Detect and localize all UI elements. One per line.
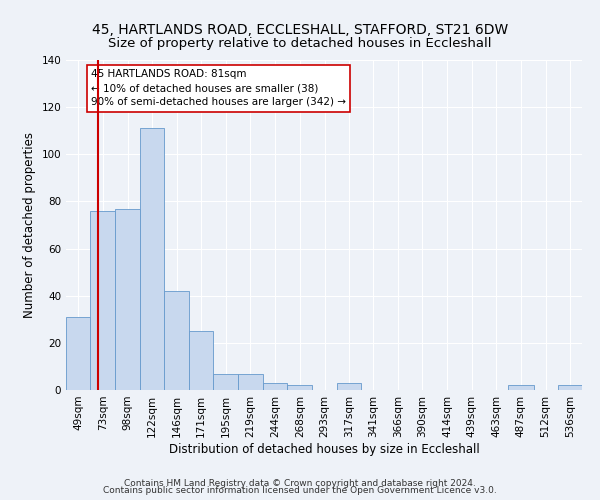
- Bar: [90, 211, 115, 390]
- Bar: [238, 374, 263, 390]
- Bar: [164, 291, 189, 390]
- Bar: [66, 317, 90, 390]
- Bar: [115, 208, 140, 390]
- Bar: [558, 386, 582, 390]
- Bar: [214, 374, 238, 390]
- Bar: [140, 128, 164, 390]
- X-axis label: Distribution of detached houses by size in Eccleshall: Distribution of detached houses by size …: [169, 442, 479, 456]
- Bar: [189, 331, 214, 390]
- Text: 45 HARTLANDS ROAD: 81sqm
← 10% of detached houses are smaller (38)
90% of semi-d: 45 HARTLANDS ROAD: 81sqm ← 10% of detach…: [91, 70, 346, 108]
- Text: 45, HARTLANDS ROAD, ECCLESHALL, STAFFORD, ST21 6DW: 45, HARTLANDS ROAD, ECCLESHALL, STAFFORD…: [92, 22, 508, 36]
- Bar: [337, 383, 361, 390]
- Bar: [263, 383, 287, 390]
- Text: Contains HM Land Registry data © Crown copyright and database right 2024.: Contains HM Land Registry data © Crown c…: [124, 478, 476, 488]
- Text: Contains public sector information licensed under the Open Government Licence v3: Contains public sector information licen…: [103, 486, 497, 495]
- Y-axis label: Number of detached properties: Number of detached properties: [23, 132, 36, 318]
- Bar: [287, 386, 313, 390]
- Bar: [508, 386, 533, 390]
- Text: Size of property relative to detached houses in Eccleshall: Size of property relative to detached ho…: [108, 38, 492, 51]
